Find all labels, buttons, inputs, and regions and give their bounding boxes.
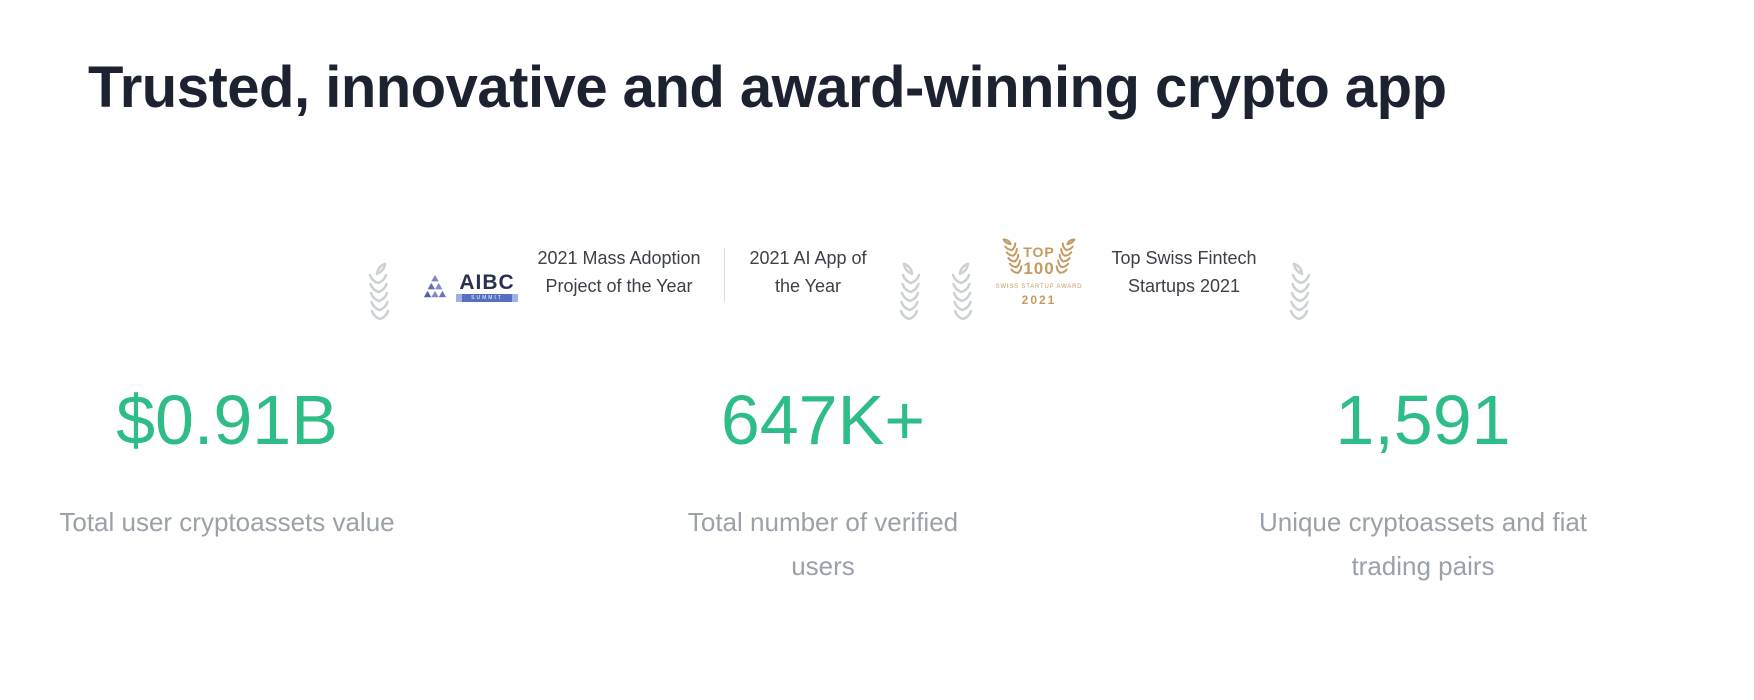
laurel-right-icon <box>899 262 921 321</box>
award-title-mass-adoption: 2021 Mass Adoption Project of the Year <box>530 244 708 300</box>
top100-text: TOP 100 <box>1021 245 1057 278</box>
top100-year: 2021 <box>1021 293 1057 307</box>
aibc-logo-text: AIBC SUMMIT <box>456 272 518 302</box>
award-title-line: Top Swiss Fintech <box>1111 248 1257 268</box>
stat-card-verified-users: 647K+ Total number of verified users <box>603 378 1043 588</box>
award-title-line: 2021 AI App of <box>749 248 867 268</box>
stat-label: Total number of verified users <box>603 500 1043 588</box>
stat-label: Unique cryptoassets and fiat trading pai… <box>1203 500 1643 588</box>
award-title-line: the Year <box>774 276 842 296</box>
stat-value: 647K+ <box>720 381 926 459</box>
aibc-triangle-icon <box>423 274 447 298</box>
laurel-left-icon <box>951 262 973 321</box>
top100-word-top: TOP <box>1023 244 1055 260</box>
top100-subtitle: SWISS STARTUP AWARD <box>995 284 1083 290</box>
award-group-swiss-fintech: TOP 100 SWISS STARTUP <box>951 238 1311 326</box>
award-group-aibc: AIBC SUMMIT 2021 Mass Adoption Project o… <box>368 238 921 326</box>
page-title: Trusted, innovative and award-winning cr… <box>88 55 1447 120</box>
gold-laurel-left-icon <box>1002 238 1023 274</box>
aibc-summit-banner: SUMMIT <box>456 294 518 302</box>
stat-label-line: Total number of verified <box>687 507 959 537</box>
award-title-line: 2021 Mass Adoption <box>537 248 701 268</box>
stat-label-line: users <box>791 551 855 581</box>
aibc-logo-name: AIBC <box>459 271 515 294</box>
stat-label-line: Unique cryptoassets and fiat <box>1258 507 1588 537</box>
top100-swiss-startup-award-badge: TOP 100 SWISS STARTUP <box>987 236 1091 307</box>
awards-row: AIBC SUMMIT 2021 Mass Adoption Project o… <box>368 238 1311 334</box>
top100-word-100: 100 <box>1023 259 1055 278</box>
stat-value: $0.91B <box>116 381 338 459</box>
laurel-right-icon <box>1289 262 1311 321</box>
award-title-line: Startups 2021 <box>1127 276 1241 296</box>
award-title-line: Project of the Year <box>545 276 693 296</box>
stat-label: Total user cryptoassets value <box>7 500 447 544</box>
stat-card-trading-pairs: 1,591 Unique cryptoassets and fiat tradi… <box>1203 378 1643 588</box>
award-divider <box>724 248 725 302</box>
aibc-logo: AIBC SUMMIT <box>420 272 518 302</box>
award-title-ai-app: 2021 AI App of the Year <box>741 244 875 300</box>
award-title-swiss-fintech: Top Swiss Fintech Startups 2021 <box>1105 244 1263 300</box>
stat-label-line: Total user cryptoassets value <box>59 507 395 537</box>
stat-card-cryptoassets-value: $0.91B Total user cryptoassets value <box>7 378 447 544</box>
stat-value: 1,591 <box>1335 381 1511 459</box>
gold-laurel-right-icon <box>1055 238 1076 274</box>
laurel-left-icon <box>368 262 390 321</box>
stat-label-line: trading pairs <box>1351 551 1495 581</box>
